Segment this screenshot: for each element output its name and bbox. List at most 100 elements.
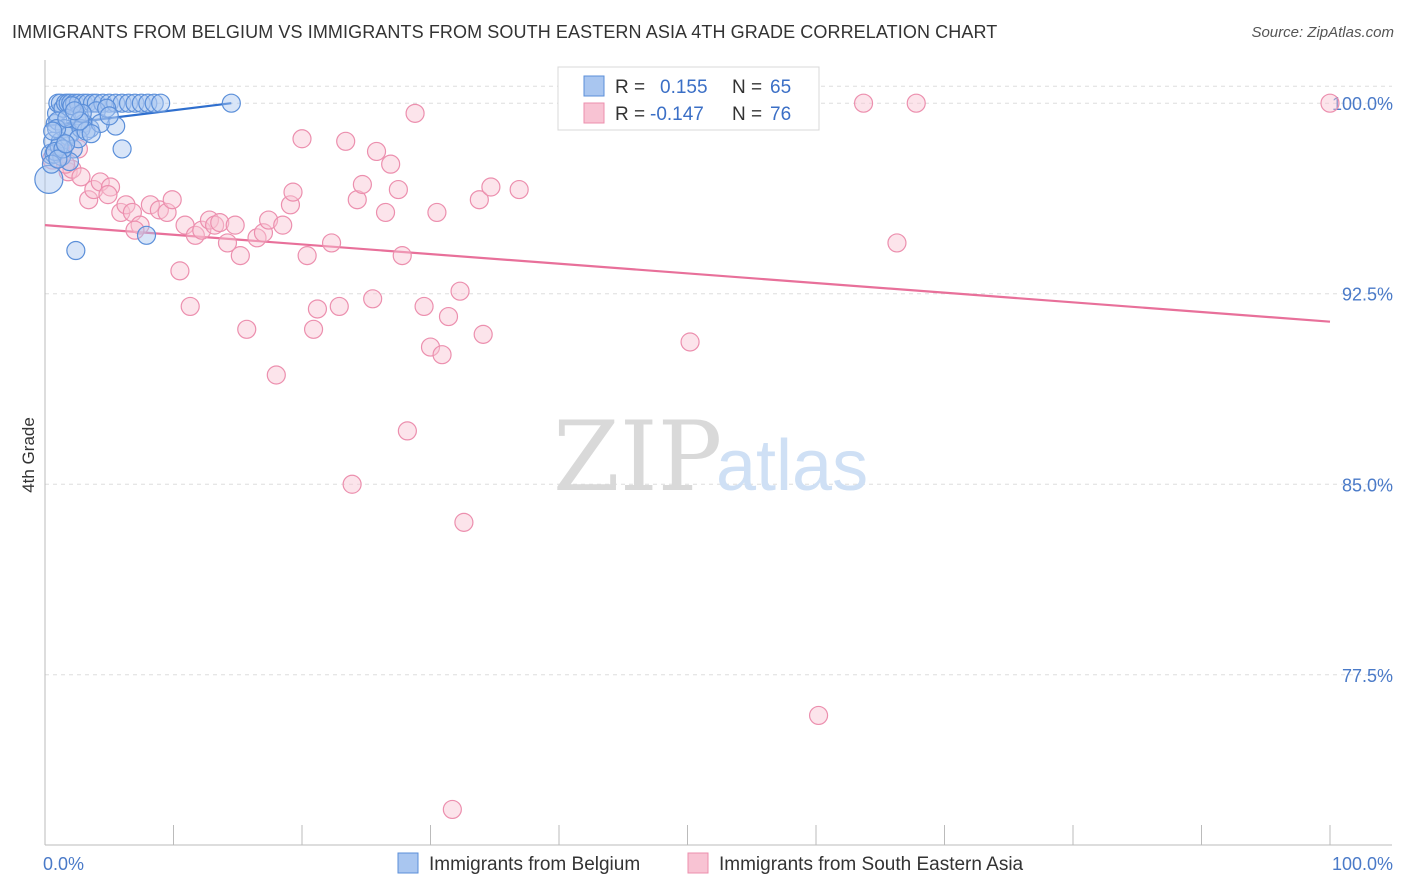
point-se-asia: [887, 233, 907, 253]
point-belgium: [41, 154, 62, 174]
point-se-asia: [266, 365, 286, 385]
point-se-asia: [352, 174, 372, 195]
y-tick-label: 92.5%: [1342, 285, 1393, 305]
point-se-asia: [342, 474, 362, 494]
point-se-asia: [292, 129, 312, 149]
point-se-asia: [366, 141, 387, 162]
point-se-asia: [307, 299, 328, 319]
point-se-asia: [217, 233, 238, 253]
point-se-asia: [297, 246, 317, 266]
grid-layer: [45, 85, 1392, 676]
points-layer: [34, 93, 1340, 820]
legend-swatch-pink: [583, 102, 605, 124]
point-belgium: [97, 98, 117, 118]
point-se-asia: [405, 103, 425, 123]
point-se-asia: [321, 233, 342, 253]
point-se-asia: [329, 296, 349, 317]
watermark-zip: ZIP: [553, 401, 722, 513]
point-se-asia: [210, 212, 230, 233]
point-belgium: [64, 101, 85, 121]
point-belgium: [151, 93, 171, 113]
point-se-asia: [258, 210, 279, 230]
point-se-asia: [71, 167, 91, 187]
point-se-asia: [363, 289, 383, 309]
y-tick-label: 85.0%: [1342, 475, 1393, 495]
point-se-asia: [1320, 93, 1340, 113]
legend-n-label-blue: N =: [732, 77, 762, 98]
legend-r-value-blue: 0.155: [660, 77, 708, 98]
point-se-asia: [84, 179, 104, 200]
point-belgium: [62, 96, 82, 116]
point-belgium: [45, 141, 65, 162]
point-se-asia: [273, 215, 293, 235]
point-se-asia: [283, 182, 303, 202]
point-belgium: [55, 134, 76, 154]
y-tick-label: 77.5%: [1342, 666, 1393, 686]
point-se-asia: [450, 281, 470, 301]
y-tick-label: 100.0%: [1332, 94, 1393, 114]
point-belgium: [70, 111, 90, 131]
point-se-asia: [432, 345, 452, 365]
point-se-asia: [149, 200, 169, 220]
point-se-asia: [79, 190, 99, 210]
point-se-asia: [347, 190, 367, 210]
legend-r-label-pink: R =: [615, 104, 645, 125]
x-tick-label: 100.0%: [1332, 854, 1393, 874]
point-se-asia: [808, 705, 829, 726]
legend-r-label-blue: R =: [615, 77, 645, 98]
point-se-asia: [375, 202, 396, 223]
point-se-asia: [162, 190, 182, 210]
point-se-asia: [414, 296, 434, 317]
chart-source: Source: ZipAtlas.com: [1251, 24, 1394, 41]
x-tick-label: 0.0%: [43, 854, 84, 874]
point-belgium: [106, 116, 126, 136]
point-se-asia: [680, 332, 700, 352]
bottom-legend: Immigrants from Belgium Immigrants from …: [397, 852, 1024, 875]
point-belgium: [144, 93, 164, 113]
point-se-asia: [853, 93, 874, 113]
bottom-legend-swatch-blue: [397, 852, 419, 874]
point-se-asia: [303, 319, 324, 339]
point-se-asia: [157, 202, 177, 223]
point-se-asia: [906, 93, 926, 113]
point-belgium: [53, 139, 73, 159]
point-se-asia: [454, 512, 474, 532]
point-belgium: [112, 139, 132, 159]
point-se-asia: [509, 179, 529, 200]
point-se-asia: [247, 228, 267, 248]
point-se-asia: [336, 131, 356, 151]
point-se-asia: [205, 215, 225, 235]
point-belgium: [43, 121, 63, 141]
point-se-asia: [442, 799, 462, 820]
watermark: ZIP atlas: [553, 401, 868, 513]
legend-swatch-blue: [583, 75, 605, 97]
point-belgium: [136, 225, 157, 245]
point-se-asia: [469, 190, 489, 210]
bottom-legend-label-pink: Immigrants from South Eastern Asia: [719, 854, 1024, 875]
point-se-asia: [125, 220, 145, 240]
point-se-asia: [98, 185, 118, 205]
point-belgium: [48, 149, 68, 169]
legend-n-label-pink: N =: [732, 104, 762, 125]
point-belgium: [221, 93, 241, 113]
point-se-asia: [253, 223, 274, 243]
trend-line-se-asia: [44, 224, 1331, 323]
chart-title: IMMIGRANTS FROM BELGIUM VS IMMIGRANTS FR…: [12, 22, 998, 42]
point-se-asia: [438, 306, 459, 327]
point-se-asia: [473, 324, 493, 344]
point-belgium: [81, 124, 101, 144]
point-se-asia: [225, 215, 245, 235]
point-belgium: [72, 103, 92, 123]
bottom-legend-label-blue: Immigrants from Belgium: [429, 854, 640, 875]
point-se-asia: [130, 215, 150, 235]
axis-layer: 100.0% 92.5% 85.0% 77.5% 0.0% 100.0%: [43, 60, 1393, 874]
point-se-asia: [116, 195, 136, 215]
point-se-asia: [100, 177, 121, 197]
point-se-asia: [381, 154, 401, 174]
point-se-asia: [185, 225, 205, 245]
bottom-legend-swatch-pink: [687, 852, 709, 874]
legend-n-value-blue: 65: [770, 77, 791, 98]
point-se-asia: [140, 195, 160, 215]
point-se-asia: [481, 177, 501, 197]
